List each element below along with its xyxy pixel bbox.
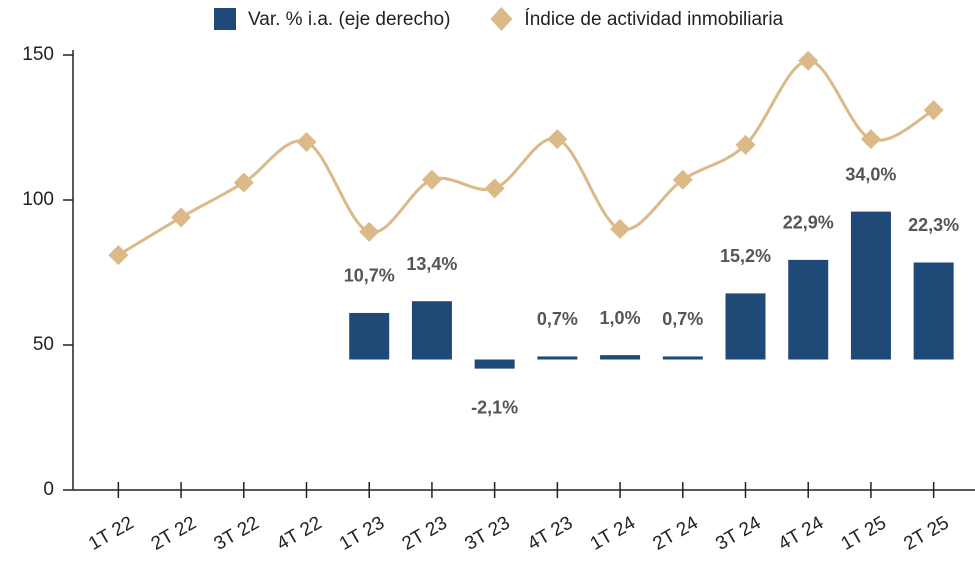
value-label: 34,0% <box>845 164 896 184</box>
marker <box>860 129 881 150</box>
x-tick-label: 1T 24 <box>587 512 640 555</box>
marker <box>421 169 442 190</box>
x-tick-label: 1T 25 <box>838 512 890 554</box>
value-label: 0,7% <box>537 309 578 329</box>
bar <box>411 301 452 360</box>
bar <box>474 359 515 369</box>
y-tick-label: 0 <box>43 479 54 500</box>
x-tick-label: 1T 22 <box>85 512 137 554</box>
x-tick-label: 2T 24 <box>650 512 703 555</box>
y-tick-label: 50 <box>33 334 54 355</box>
marker <box>610 219 631 239</box>
value-label: 13,4% <box>406 254 457 274</box>
marker <box>108 245 129 266</box>
y-tick-label: 150 <box>22 44 54 65</box>
bar <box>850 211 891 360</box>
bar <box>725 293 766 360</box>
x-tick-label: 3T 23 <box>461 512 513 554</box>
marker <box>233 172 254 193</box>
bar <box>662 356 703 360</box>
marker <box>547 129 568 150</box>
x-tick-label: 3T 24 <box>712 512 765 555</box>
legend-label: Índice de actividad inmobiliaria <box>524 9 783 30</box>
value-label: 1,0% <box>600 308 641 328</box>
x-tick-label: 2T 22 <box>148 512 200 554</box>
bar <box>913 262 954 360</box>
y-tick-label: 100 <box>22 189 54 210</box>
marker <box>296 132 317 152</box>
x-tick-label: 2T 23 <box>399 512 451 554</box>
legend-label: Var. % i.a. (eje derecho) <box>248 9 450 30</box>
value-label: 0,7% <box>662 309 703 329</box>
bar <box>600 355 641 360</box>
marker <box>484 178 505 199</box>
marker <box>798 50 819 71</box>
value-label: 22,3% <box>908 215 959 235</box>
x-tick-label: 4T 23 <box>524 512 576 554</box>
x-tick-label: 4T 22 <box>273 512 325 554</box>
x-tick-label: 2T 25 <box>900 512 952 554</box>
value-label: 10,7% <box>344 266 395 286</box>
bar <box>349 312 390 360</box>
x-tick-label: 3T 22 <box>211 512 263 554</box>
x-tick-label: 1T 23 <box>336 512 388 554</box>
marker <box>171 207 192 228</box>
marker <box>923 100 944 121</box>
marker <box>672 169 693 190</box>
value-label: -2,1% <box>471 397 518 417</box>
x-tick-label: 4T 24 <box>775 512 828 555</box>
value-label: 15,2% <box>720 246 771 266</box>
marker <box>735 134 756 155</box>
legend-swatch <box>490 7 513 31</box>
marker <box>359 221 380 242</box>
value-label: 22,9% <box>783 213 834 233</box>
bar <box>537 356 578 360</box>
legend-swatch <box>214 8 236 30</box>
bar <box>788 259 829 360</box>
